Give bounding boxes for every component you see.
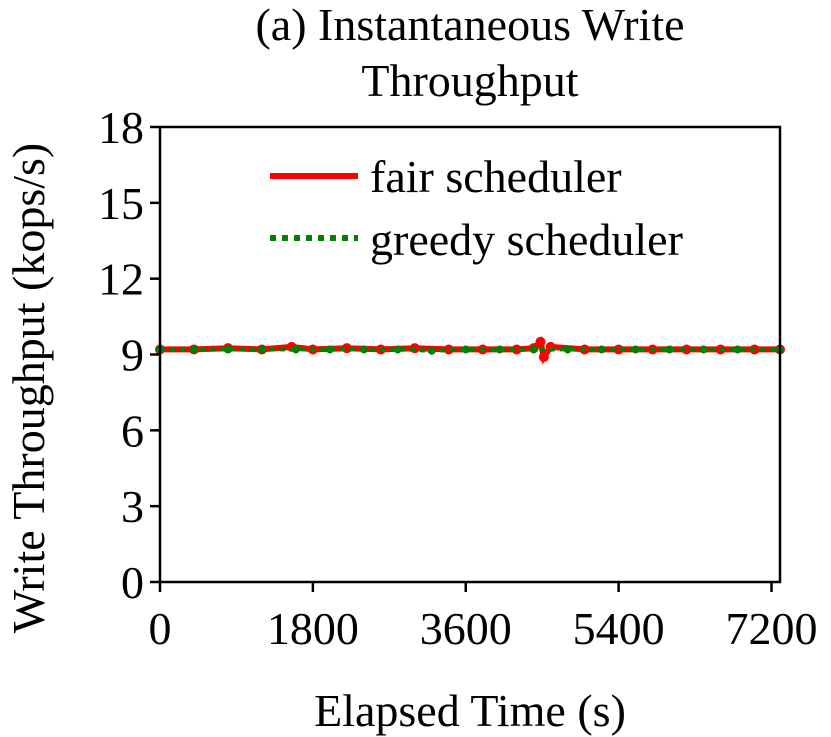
y-tick-label: 3 [121, 481, 144, 532]
y-tick-label: 0 [121, 557, 144, 608]
data-point-greedy-scheduler [597, 345, 606, 354]
data-point-greedy-scheduler [325, 345, 334, 354]
data-point-fair-scheduler [613, 344, 624, 355]
data-point-greedy-scheduler [733, 345, 742, 354]
legend-label-fair-scheduler: fair scheduler [370, 151, 622, 202]
y-axis-ticks: 0 3 6 9 12 15 18 [98, 102, 160, 608]
data-point-greedy-scheduler [189, 345, 198, 354]
legend-label-greedy-scheduler: greedy scheduler [370, 214, 683, 265]
plot-area [155, 336, 785, 365]
y-tick-label: 15 [98, 178, 144, 229]
data-point-greedy-scheduler [461, 345, 470, 354]
x-tick-label: 7200 [726, 603, 818, 654]
data-point-greedy-scheduler [563, 345, 572, 354]
y-tick-label: 6 [121, 405, 144, 456]
data-point-greedy-scheduler [495, 345, 504, 354]
chart-title-line-2: Throughput [361, 55, 578, 106]
data-point-greedy-scheduler [427, 346, 436, 355]
data-point-greedy-scheduler [257, 345, 266, 354]
chart-title-line-1: (a) Instantaneous Write [255, 0, 684, 50]
x-tick-label: 0 [149, 603, 172, 654]
y-tick-label: 18 [98, 102, 144, 153]
x-axis-label: Elapsed Time (s) [314, 685, 626, 736]
y-tick-label: 12 [98, 254, 144, 305]
data-point-greedy-scheduler [631, 345, 640, 354]
x-tick-label: 5400 [573, 603, 665, 654]
data-point-greedy-scheduler [665, 345, 674, 354]
x-tick-label: 1800 [267, 603, 359, 654]
data-point-greedy-scheduler [699, 345, 708, 354]
legend: fair scheduler greedy scheduler [270, 151, 683, 265]
data-point-greedy-scheduler [291, 345, 300, 354]
y-axis-label: Write Throughput (kops/s) [3, 143, 54, 633]
data-point-greedy-scheduler [393, 345, 402, 354]
data-point-fair-scheduler [538, 352, 549, 363]
data-point-fair-scheduler [535, 336, 546, 347]
data-point-greedy-scheduler [529, 345, 538, 354]
data-point-greedy-scheduler [359, 345, 368, 354]
x-tick-label: 3600 [420, 603, 512, 654]
x-axis-ticks: 0 1800 3600 5400 7200 [149, 582, 818, 654]
data-point-fair-scheduler [681, 344, 692, 355]
data-point-fair-scheduler [511, 344, 522, 355]
data-point-greedy-scheduler [223, 345, 232, 354]
y-tick-label: 9 [121, 330, 144, 381]
